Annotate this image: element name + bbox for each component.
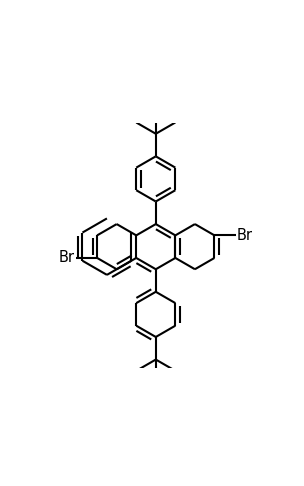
Text: Br: Br — [237, 228, 253, 243]
Text: Br: Br — [59, 250, 75, 265]
